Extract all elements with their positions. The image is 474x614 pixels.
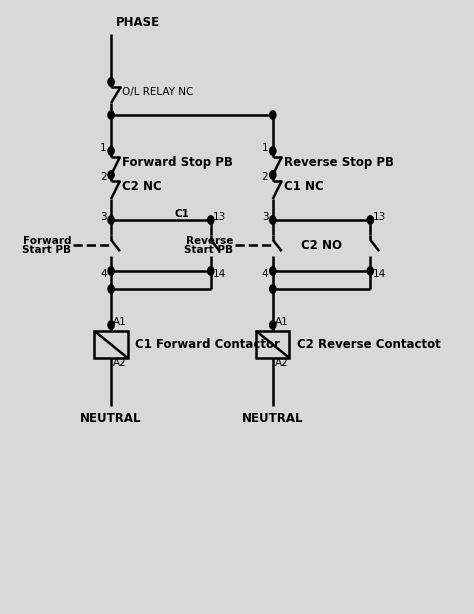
Text: 4: 4 bbox=[262, 269, 268, 279]
Circle shape bbox=[270, 267, 276, 275]
Circle shape bbox=[367, 216, 374, 224]
Circle shape bbox=[270, 216, 276, 224]
Text: A2: A2 bbox=[275, 358, 289, 368]
Circle shape bbox=[108, 285, 114, 293]
Text: 4: 4 bbox=[100, 269, 107, 279]
Text: 2: 2 bbox=[100, 173, 107, 182]
Text: Start PB: Start PB bbox=[184, 245, 233, 255]
Text: A1: A1 bbox=[275, 317, 289, 327]
Circle shape bbox=[108, 216, 114, 224]
Circle shape bbox=[108, 147, 114, 155]
Text: 13: 13 bbox=[213, 212, 226, 222]
Text: C1: C1 bbox=[174, 209, 189, 219]
Text: A1: A1 bbox=[113, 317, 127, 327]
Text: O/L RELAY NC: O/L RELAY NC bbox=[122, 87, 193, 98]
Text: A2: A2 bbox=[113, 358, 127, 368]
Bar bbox=[256, 331, 290, 358]
Text: 13: 13 bbox=[373, 212, 386, 222]
Circle shape bbox=[208, 267, 214, 275]
Text: C1 NC: C1 NC bbox=[284, 181, 324, 193]
Text: Reverse: Reverse bbox=[185, 236, 233, 246]
Circle shape bbox=[108, 78, 114, 86]
Circle shape bbox=[108, 321, 114, 329]
Circle shape bbox=[108, 267, 114, 275]
Text: C2 Reverse Contactot: C2 Reverse Contactot bbox=[297, 338, 441, 351]
Text: 3: 3 bbox=[262, 212, 268, 222]
Text: Forward: Forward bbox=[23, 236, 71, 246]
Circle shape bbox=[270, 111, 276, 119]
Text: Start PB: Start PB bbox=[22, 245, 71, 255]
Text: NEUTRAL: NEUTRAL bbox=[242, 412, 303, 425]
Text: Reverse Stop PB: Reverse Stop PB bbox=[284, 157, 394, 169]
Text: Forward Stop PB: Forward Stop PB bbox=[122, 157, 233, 169]
Text: 1: 1 bbox=[100, 143, 107, 153]
Text: NEUTRAL: NEUTRAL bbox=[80, 412, 142, 425]
Circle shape bbox=[367, 267, 374, 275]
Text: 14: 14 bbox=[373, 269, 386, 279]
Text: PHASE: PHASE bbox=[116, 16, 160, 29]
Circle shape bbox=[270, 285, 276, 293]
Text: 1: 1 bbox=[262, 143, 268, 153]
Circle shape bbox=[208, 216, 214, 224]
Text: 2: 2 bbox=[262, 173, 268, 182]
Circle shape bbox=[108, 111, 114, 119]
Text: 14: 14 bbox=[213, 269, 226, 279]
Circle shape bbox=[270, 171, 276, 179]
Text: C2 NC: C2 NC bbox=[122, 181, 162, 193]
Circle shape bbox=[270, 147, 276, 155]
Bar bbox=[94, 331, 128, 358]
Text: C2 NO: C2 NO bbox=[301, 239, 342, 252]
Circle shape bbox=[270, 321, 276, 329]
Text: C1 Forward Contactor: C1 Forward Contactor bbox=[136, 338, 280, 351]
Circle shape bbox=[108, 171, 114, 179]
Text: 3: 3 bbox=[100, 212, 107, 222]
